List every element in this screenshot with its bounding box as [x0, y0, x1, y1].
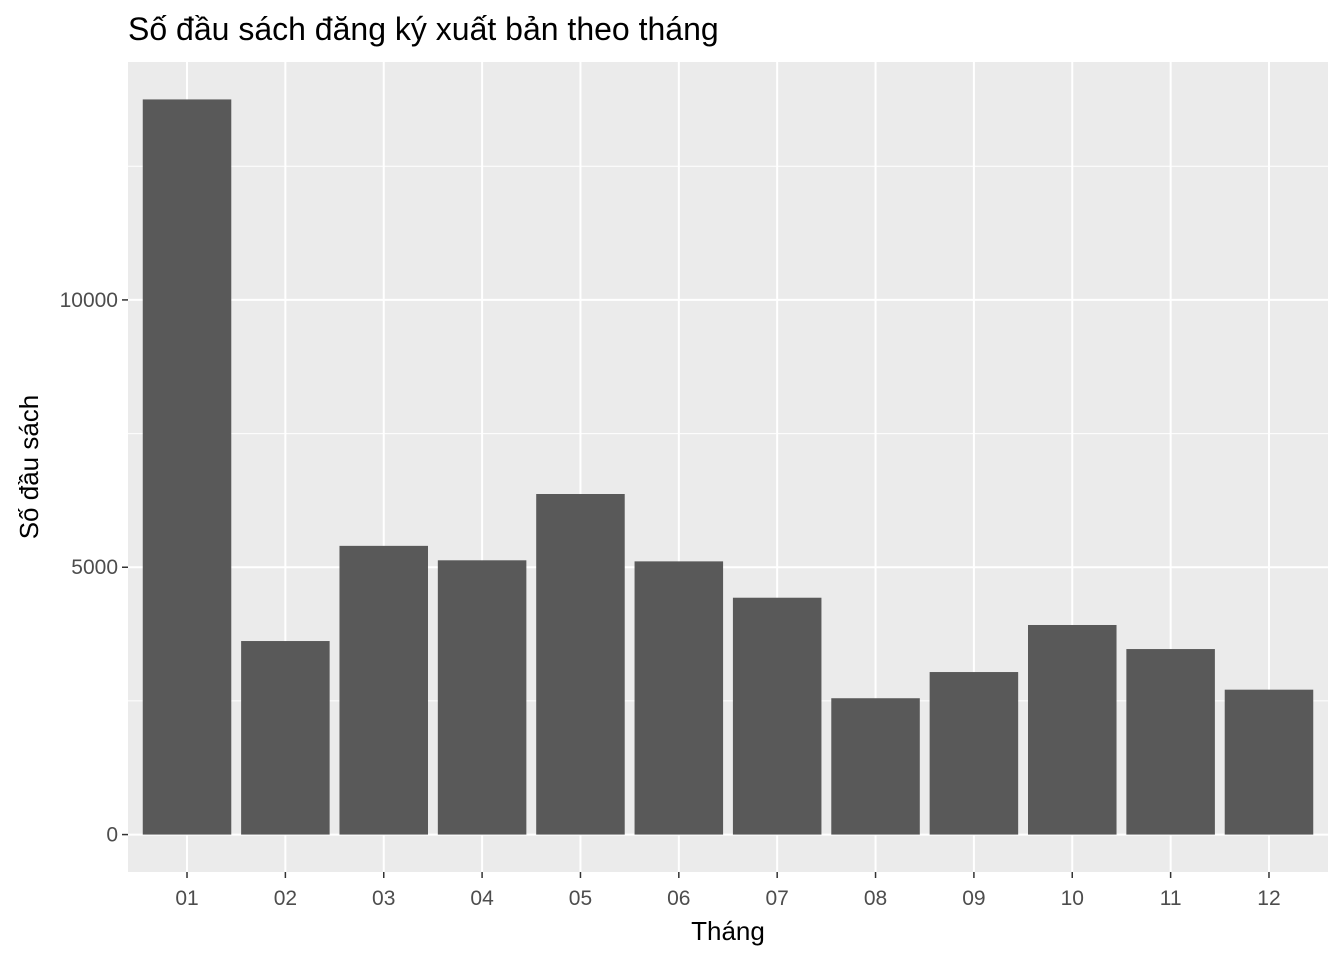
bar-02	[241, 641, 330, 835]
x-tick-label: 06	[667, 887, 690, 910]
x-tick-label: 12	[1257, 887, 1280, 910]
bar-04	[437, 560, 527, 835]
x-tick-label: 03	[372, 887, 395, 910]
bar-07	[732, 597, 822, 835]
bar-11	[1126, 649, 1215, 835]
x-tick-label: 08	[864, 887, 887, 910]
bar-09	[929, 672, 1019, 835]
bar-01	[142, 99, 232, 835]
bar-03	[339, 545, 428, 835]
x-tick-label: 01	[175, 887, 198, 910]
x-axis: 01 02 03 04 05 06 07 08 09 10 11 12	[175, 872, 1281, 910]
bar-10	[1028, 624, 1117, 835]
bars	[142, 99, 1314, 835]
bar-05	[536, 494, 625, 835]
x-tick-label: 07	[766, 887, 789, 910]
bar-08	[831, 698, 920, 835]
y-axis: 0 5000 10000	[60, 289, 128, 847]
y-tick-label: 5000	[71, 556, 118, 579]
bar-06	[634, 561, 724, 835]
x-tick-label: 10	[1061, 887, 1084, 910]
y-axis-title: Số đầu sách	[14, 395, 44, 540]
bar-12	[1224, 689, 1314, 835]
x-tick-label: 02	[274, 887, 297, 910]
x-axis-title: Tháng	[691, 916, 765, 946]
y-tick-label: 0	[106, 824, 118, 847]
chart-title: Số đầu sách đăng ký xuất bản theo tháng	[128, 11, 719, 47]
y-tick-label: 10000	[60, 289, 118, 312]
x-tick-label: 05	[569, 887, 592, 910]
x-tick-label: 09	[962, 887, 985, 910]
x-tick-label: 04	[470, 887, 494, 910]
x-tick-label: 11	[1160, 887, 1182, 910]
